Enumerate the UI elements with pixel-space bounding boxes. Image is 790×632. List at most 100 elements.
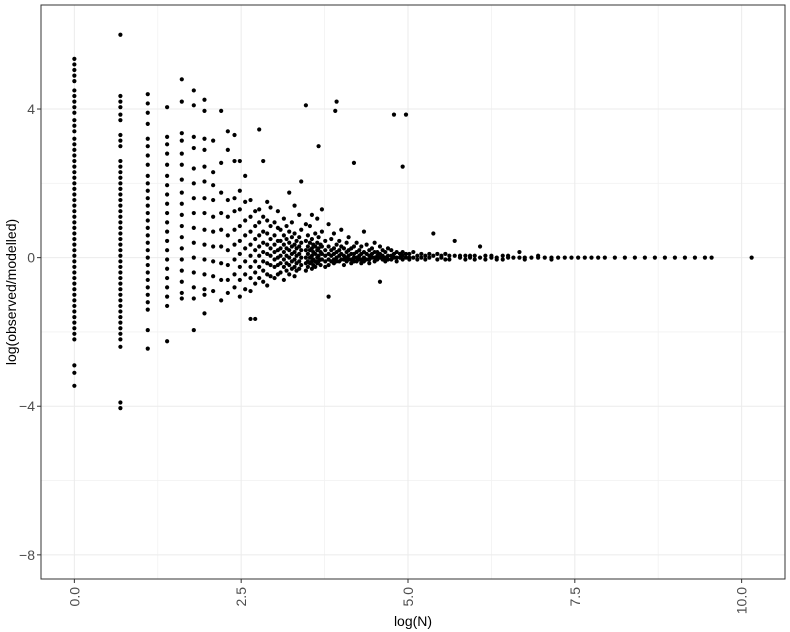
data-point [253,209,258,214]
data-point [145,153,150,158]
data-point [72,275,77,281]
data-point [385,257,391,262]
data-point [118,132,123,138]
data-point [517,249,522,255]
data-point [145,225,150,231]
data-point [542,255,547,260]
data-point [179,235,184,240]
data-point [326,262,331,268]
data-point [268,223,273,229]
data-point [248,197,253,203]
data-point [225,248,230,253]
data-point [278,261,283,266]
y-tick-label: −8 [19,547,35,563]
data-point [243,246,248,251]
data-point [284,223,289,229]
data-point [313,264,318,270]
data-point [284,268,289,273]
data-point [72,118,77,123]
data-point [72,264,77,270]
data-point [118,314,123,320]
data-point [529,255,534,260]
data-point [316,246,321,251]
data-point [165,134,170,139]
data-point [225,214,230,219]
data-point [346,235,351,240]
data-point [118,320,123,325]
data-point [179,296,184,301]
data-point [72,236,77,242]
data-point [389,248,394,253]
data-point [145,92,150,97]
data-point [191,296,196,301]
data-point [357,248,362,253]
data-point [179,223,184,229]
data-point [72,370,77,375]
data-point [72,67,77,73]
data-point [415,253,420,258]
data-point [72,56,77,61]
data-point [289,220,294,225]
data-point [400,257,405,262]
data-point [165,339,170,344]
data-point [211,170,216,175]
data-point [281,264,286,270]
data-point [118,292,123,297]
data-point [326,294,331,299]
data-point [351,244,357,249]
data-point [403,251,409,257]
data-point [118,186,123,191]
data-point [232,257,237,262]
data-point [237,223,242,229]
data-point [278,227,283,232]
data-point [400,249,405,255]
data-point [423,257,428,262]
data-point [315,240,320,245]
data-point [72,192,77,197]
data-point [303,222,308,227]
data-point [261,259,266,264]
data-point [225,129,230,134]
data-point [265,218,270,223]
data-point [118,192,123,197]
data-point [394,249,399,255]
data-point [329,236,334,242]
data-point [72,186,77,191]
data-point [407,251,412,257]
data-point [556,255,561,260]
data-point [72,337,77,342]
data-point [576,255,581,260]
data-point [289,235,294,240]
data-point [211,229,216,234]
data-point [257,253,262,258]
data-point [165,238,170,244]
data-point [305,244,311,249]
data-point [287,240,292,245]
data-point [500,257,505,262]
data-point [237,277,242,283]
data-point [323,248,328,253]
data-point [179,246,184,251]
data-point [272,233,277,238]
data-point [632,255,637,260]
data-point [313,244,318,249]
data-point [72,142,77,147]
data-point [165,303,170,309]
data-point [72,123,77,128]
data-point [118,406,123,411]
data-point [427,255,432,260]
data-point [165,285,170,290]
data-point [447,253,452,258]
data-point [309,236,315,242]
data-point [118,197,123,203]
data-point [72,281,77,286]
data-point [179,99,184,104]
data-point [165,162,170,167]
data-point [268,236,273,242]
data-point [118,144,123,149]
data-point [191,88,196,93]
data-point [292,203,297,208]
data-point [225,233,230,238]
data-point [313,231,318,236]
data-point [118,231,123,236]
